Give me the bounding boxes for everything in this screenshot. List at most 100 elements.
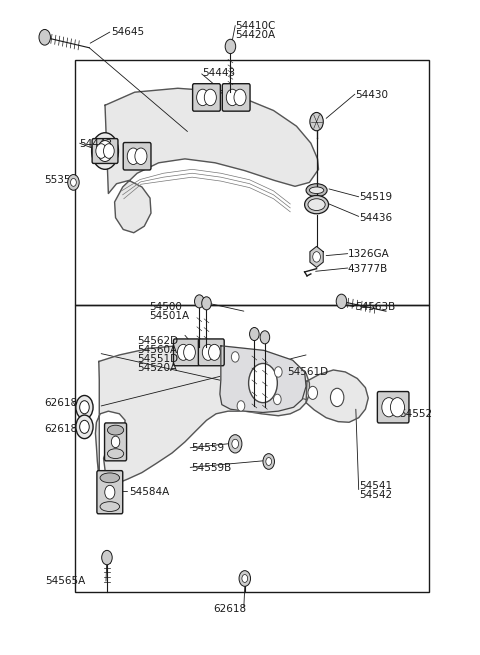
Circle shape: [266, 458, 272, 466]
Text: 54519: 54519: [359, 192, 392, 202]
FancyBboxPatch shape: [222, 84, 250, 111]
Circle shape: [250, 328, 259, 341]
FancyBboxPatch shape: [105, 423, 127, 461]
Circle shape: [202, 345, 214, 360]
Ellipse shape: [306, 183, 327, 196]
Text: 54410C: 54410C: [235, 20, 276, 31]
Text: 54430: 54430: [355, 90, 388, 100]
Polygon shape: [105, 88, 319, 233]
Circle shape: [336, 294, 347, 309]
Circle shape: [102, 550, 112, 565]
Text: 54420A: 54420A: [235, 29, 276, 40]
Text: 54559B: 54559B: [191, 463, 231, 473]
Text: 54443: 54443: [202, 67, 235, 77]
Text: 54563B: 54563B: [355, 301, 395, 312]
Bar: [75, 60, 429, 305]
Circle shape: [76, 415, 93, 439]
Circle shape: [204, 89, 216, 105]
Circle shape: [226, 89, 239, 105]
Circle shape: [104, 143, 114, 159]
FancyBboxPatch shape: [192, 84, 220, 111]
Circle shape: [111, 436, 120, 447]
Circle shape: [382, 398, 396, 417]
Text: 54560A: 54560A: [137, 345, 177, 355]
Circle shape: [232, 440, 239, 449]
Text: 54552: 54552: [399, 409, 432, 419]
Circle shape: [208, 345, 220, 360]
FancyBboxPatch shape: [97, 471, 123, 514]
Text: 55359: 55359: [44, 176, 77, 185]
Circle shape: [228, 435, 242, 453]
FancyBboxPatch shape: [173, 339, 199, 365]
Circle shape: [135, 148, 147, 164]
Circle shape: [260, 331, 270, 344]
Circle shape: [178, 345, 189, 360]
Circle shape: [242, 574, 248, 582]
Polygon shape: [96, 346, 310, 492]
Text: 54541: 54541: [359, 481, 392, 491]
Circle shape: [239, 571, 251, 586]
Circle shape: [97, 141, 113, 162]
Circle shape: [197, 89, 209, 105]
Text: 54645: 54645: [111, 27, 144, 37]
Ellipse shape: [108, 425, 124, 435]
Circle shape: [68, 174, 79, 190]
Circle shape: [71, 178, 76, 186]
Text: 62618: 62618: [45, 398, 78, 407]
Text: 62618: 62618: [214, 603, 247, 614]
Circle shape: [237, 401, 245, 411]
Circle shape: [92, 133, 119, 170]
FancyBboxPatch shape: [123, 143, 151, 170]
Circle shape: [127, 148, 139, 164]
Circle shape: [76, 396, 93, 419]
Polygon shape: [220, 346, 306, 413]
Circle shape: [275, 367, 282, 377]
Ellipse shape: [308, 198, 325, 210]
Circle shape: [39, 29, 50, 45]
Polygon shape: [306, 370, 368, 422]
Circle shape: [274, 394, 281, 405]
Polygon shape: [310, 246, 323, 267]
Text: 54520A: 54520A: [137, 363, 177, 373]
Text: 43777B: 43777B: [348, 264, 388, 274]
Circle shape: [234, 89, 246, 105]
Circle shape: [231, 352, 239, 362]
Ellipse shape: [108, 449, 124, 458]
Circle shape: [225, 39, 236, 54]
Ellipse shape: [305, 195, 328, 214]
Circle shape: [249, 364, 277, 403]
Text: 54542: 54542: [359, 490, 392, 500]
Circle shape: [194, 295, 204, 308]
Bar: [75, 305, 429, 592]
Circle shape: [390, 398, 405, 417]
Circle shape: [202, 297, 211, 310]
FancyBboxPatch shape: [198, 339, 224, 365]
Circle shape: [80, 421, 89, 434]
Circle shape: [310, 113, 323, 131]
Circle shape: [105, 485, 115, 499]
Text: 54565A: 54565A: [45, 576, 85, 586]
Ellipse shape: [310, 187, 324, 193]
Text: 54501A: 54501A: [149, 310, 189, 321]
Text: 62618: 62618: [45, 424, 78, 434]
Circle shape: [313, 252, 321, 262]
Ellipse shape: [100, 473, 120, 483]
Circle shape: [308, 386, 318, 400]
Circle shape: [80, 401, 89, 414]
Circle shape: [184, 345, 195, 360]
Text: 54551D: 54551D: [137, 354, 178, 364]
Text: 54443: 54443: [80, 140, 113, 149]
FancyBboxPatch shape: [92, 139, 118, 164]
Text: 1326GA: 1326GA: [348, 250, 389, 259]
Circle shape: [96, 143, 107, 159]
Ellipse shape: [100, 502, 120, 512]
Text: 54436: 54436: [359, 213, 392, 223]
Circle shape: [330, 388, 344, 407]
Text: 54584A: 54584A: [129, 487, 169, 497]
Text: 54500: 54500: [149, 301, 182, 312]
Circle shape: [263, 454, 275, 470]
Text: 54562D: 54562D: [137, 335, 178, 346]
Text: 54559: 54559: [191, 443, 224, 453]
Text: 54561D: 54561D: [287, 367, 328, 377]
FancyBboxPatch shape: [377, 392, 409, 423]
